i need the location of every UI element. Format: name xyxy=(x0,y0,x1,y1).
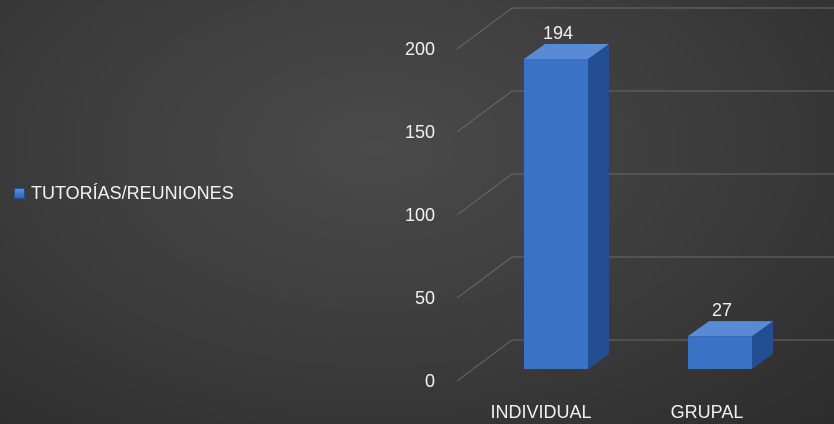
legend: TUTORÍAS/REUNIONES xyxy=(14,183,234,204)
y-tick-label: 100 xyxy=(405,205,435,225)
gridlines xyxy=(456,7,834,382)
data-label: 27 xyxy=(712,300,732,320)
gridline-diagonal xyxy=(456,339,513,382)
y-tick-label: 150 xyxy=(405,122,435,142)
bar-grupal xyxy=(688,321,773,369)
bar-front-face xyxy=(688,336,752,369)
bar-side-face xyxy=(752,321,773,369)
legend-label: TUTORÍAS/REUNIONES xyxy=(31,183,234,203)
y-axis-ticks: 0 50 100 150 200 xyxy=(405,39,435,391)
bar-top-face xyxy=(688,321,773,337)
gridline-diagonal xyxy=(456,7,513,50)
bar-top-face xyxy=(524,43,609,59)
y-tick-label: 50 xyxy=(415,288,435,308)
x-category-label: INDIVIDUAL xyxy=(490,402,591,422)
bars xyxy=(524,43,773,370)
legend-swatch-icon xyxy=(14,188,25,199)
bar-individual xyxy=(524,43,609,370)
data-labels: 194 27 xyxy=(543,23,732,320)
y-tick-label: 0 xyxy=(425,371,435,391)
bar-side-face xyxy=(588,43,609,370)
y-tick-label: 200 xyxy=(405,39,435,59)
data-label: 194 xyxy=(543,23,573,43)
x-axis-categories: INDIVIDUAL GRUPAL xyxy=(490,402,743,422)
gridline-diagonal xyxy=(456,256,513,299)
bar-front-face xyxy=(524,58,588,370)
gridline-diagonal xyxy=(456,173,513,216)
gridline-diagonal xyxy=(456,90,513,133)
x-category-label: GRUPAL xyxy=(671,402,744,422)
